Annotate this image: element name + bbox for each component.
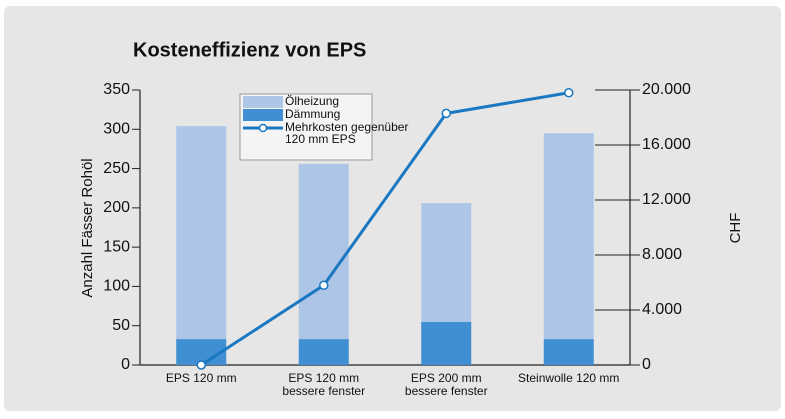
x-tick-label: EPS 120 mm [166, 371, 237, 385]
line-marker [564, 88, 574, 98]
x-tick-label: EPS 200 mm bessere fenster [405, 371, 488, 398]
y2-axis-label: CHF [727, 213, 744, 244]
y-tick-label: 100 [103, 278, 130, 295]
y-tick-label: 0 [121, 356, 130, 373]
line [200, 91, 569, 367]
legend-label: Dämmung [285, 107, 340, 121]
x-tick-label: Steinwolle 120 mm [518, 371, 619, 385]
chart-title: Kosteneffizienz von EPS [133, 39, 366, 61]
y-tick-label: 350 [103, 81, 130, 98]
line-marker [441, 108, 451, 119]
y2-tick-label: 12.000 [642, 191, 691, 208]
y2-tick-label: 16.000 [642, 136, 691, 153]
y-tick-label: 50 [112, 317, 130, 334]
y-tick-label: 300 [103, 121, 130, 138]
y-tick-label: 250 [103, 160, 130, 177]
y-tick-label: 200 [103, 199, 130, 216]
legend-label: Ölheizung [285, 94, 339, 108]
bar-segment [176, 126, 227, 340]
bar-segment [543, 339, 594, 365]
bar-segment [421, 203, 472, 322]
legend-label: Mehrkosten gegenüber 120 mm EPS [285, 120, 408, 146]
y2-tick-label: 0 [642, 356, 651, 373]
legend-swatch [243, 109, 283, 121]
legend-swatch [243, 96, 283, 108]
bar-segment [298, 163, 349, 340]
line-marker [196, 360, 206, 370]
y2-tick-label: 8.000 [642, 246, 682, 263]
line-marker [319, 280, 329, 290]
legend-marker [258, 123, 268, 133]
bar-segment [543, 133, 594, 340]
y-tick-label: 150 [103, 238, 130, 255]
bar-segment [421, 321, 472, 365]
y-axis-label: Anzahl Fässer Rohöl [79, 158, 96, 297]
y2-tick-label: 4.000 [642, 301, 682, 318]
bar-segment [298, 339, 349, 365]
y2-tick-label: 20.000 [642, 81, 691, 98]
x-tick-label: EPS 120 mm bessere fenster [282, 371, 365, 398]
